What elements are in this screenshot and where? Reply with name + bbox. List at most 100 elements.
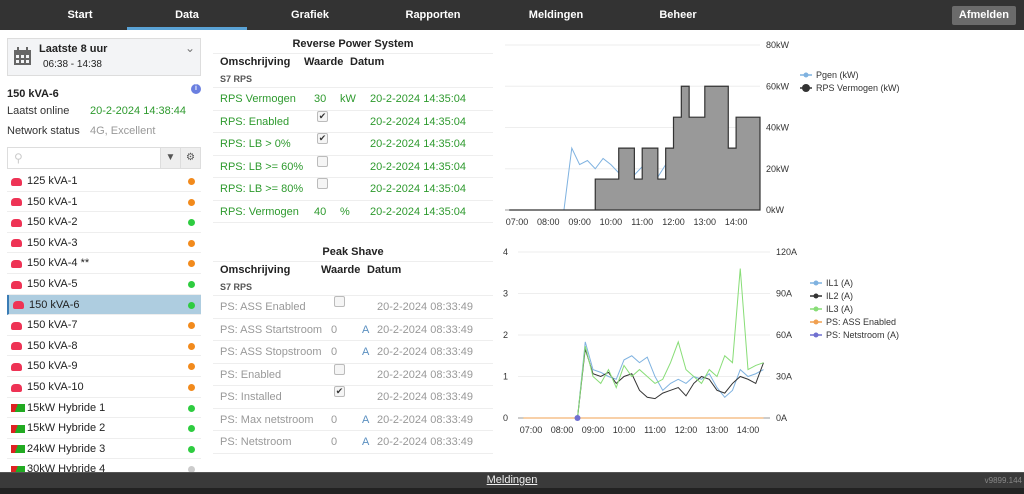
- tab-rapporten[interactable]: Rapporten: [405, 9, 461, 21]
- device-list-item[interactable]: 150 kVA-2: [7, 212, 201, 233]
- row-value: 0: [331, 436, 338, 448]
- chevron-down-icon[interactable]: ⌄: [184, 41, 195, 55]
- row-checkbox[interactable]: ✔: [334, 386, 345, 397]
- row-unit: kW: [340, 93, 356, 105]
- row-checkbox[interactable]: [334, 363, 345, 375]
- table-row: PS: ASS Enabled 20-2-2024 08:33:49: [213, 296, 493, 319]
- row-checkbox[interactable]: [317, 178, 328, 189]
- status-dot: [188, 178, 195, 185]
- gear-icon[interactable]: ⚙: [180, 148, 200, 168]
- device-list-item[interactable]: 150 kVA-8: [7, 336, 201, 357]
- legend-marker: [813, 293, 819, 299]
- device-label: 150 kVA-8: [27, 339, 78, 352]
- device-list-item[interactable]: 15kW Hybride 1: [7, 398, 201, 419]
- y-tick-right: 0kW: [766, 205, 785, 215]
- period-range: 06:38 - 14:38: [43, 59, 102, 70]
- col-waarde: Waarde: [304, 56, 344, 68]
- x-tick: 14:00: [725, 217, 748, 227]
- table-row: PS: ASS Stopstroom 0 A 20-2-2024 08:33:49: [213, 341, 493, 364]
- device-label: 150 kVA-4 **: [27, 257, 90, 270]
- row-checkbox[interactable]: [334, 296, 345, 307]
- row-checkbox[interactable]: [317, 155, 328, 167]
- info-icon[interactable]: i: [191, 84, 201, 94]
- status-dot: [188, 239, 195, 247]
- group-label: S7 RPS: [213, 279, 493, 296]
- row-date: 20-2-2024 14:35:04: [370, 115, 467, 128]
- row-value: 0: [331, 323, 338, 336]
- device-label: 150 kVA-6: [29, 298, 80, 311]
- tab-data[interactable]: Data: [127, 0, 247, 30]
- tab-grafiek[interactable]: Grafiek: [291, 9, 329, 21]
- search-icon: ⚲: [14, 151, 23, 165]
- generator-icon: [11, 336, 23, 357]
- tab-meldingen[interactable]: Meldingen: [528, 9, 584, 21]
- y-tick-left: 0: [503, 413, 508, 423]
- legend-marker: [813, 280, 819, 286]
- device-list-item[interactable]: 15kW Hybride 2: [7, 418, 201, 439]
- x-tick: 07:00: [506, 217, 529, 227]
- device-list-item[interactable]: 125 kVA-1: [7, 171, 201, 192]
- tab-start[interactable]: Start: [67, 9, 93, 21]
- current-chart: 0A 0 30A 1 60A 2 90A 3 120A 4 07:00 08:00 09:00 10:00…: [503, 247, 899, 435]
- col-omschrijving: Omschrijving: [220, 264, 291, 276]
- row-checkbox[interactable]: ✔: [317, 133, 328, 144]
- status-dot: [188, 466, 195, 472]
- x-tick: 10:00: [613, 425, 636, 435]
- device-search-input[interactable]: ⚲ ▼ ⚙: [7, 147, 201, 169]
- table-row: PS: Netstroom 0 A 20-2-2024 08:33:49: [213, 431, 493, 454]
- period-selector[interactable]: Laatste 8 uur 06:38 - 14:38 ⌄: [7, 38, 201, 76]
- generator-icon: [11, 315, 23, 336]
- device-label: 150 kVA-10: [27, 380, 84, 393]
- y-tick-right: 60A: [776, 330, 792, 340]
- row-description: PS: ASS Enabled: [220, 301, 306, 313]
- table-header: Omschrijving Waarde Datum: [213, 262, 493, 279]
- row-description: PS: Installed: [220, 391, 282, 403]
- row-description: PS: ASS Startstroom: [220, 323, 323, 336]
- device-list-item[interactable]: 150 kVA-9: [7, 356, 201, 377]
- legend-label: RPS Vermogen (kW): [816, 83, 900, 93]
- device-list-item[interactable]: 24kW Hybride 3: [7, 439, 201, 460]
- row-description: RPS: LB >= 80%: [220, 183, 304, 195]
- row-date: 20-2-2024 08:33:49: [377, 368, 474, 381]
- y-tick-left: 4: [503, 247, 508, 257]
- filter-icon[interactable]: ▼: [160, 148, 180, 168]
- device-list-item[interactable]: 150 kVA-3: [7, 233, 201, 254]
- row-description: PS: ASS Stopstroom: [220, 346, 322, 358]
- peak-shave-table: Peak Shave Omschrijving Waarde Datum S7 RP…: [213, 246, 493, 454]
- status-dot: [188, 425, 195, 433]
- table-row: RPS: LB > 0% ✔ 20-2-2024 14:35:04: [213, 133, 493, 156]
- x-tick: 13:00: [694, 217, 717, 227]
- generator-icon: [11, 274, 23, 295]
- version-label: v9899.144: [984, 476, 1022, 485]
- row-checkbox[interactable]: ✔: [317, 110, 328, 122]
- device-list-item[interactable]: 30kW Hybride 4: [7, 459, 201, 472]
- device-list-item[interactable]: 150 kVA-10: [7, 377, 201, 398]
- device-list-item[interactable]: 150 kVA-1: [7, 192, 201, 213]
- legend-label: IL3 (A): [826, 304, 853, 314]
- device-name: 150 kVA-6: [7, 88, 59, 100]
- meldingen-link[interactable]: Meldingen: [486, 474, 538, 486]
- x-tick: 10:00: [600, 217, 623, 227]
- table-title: Reverse Power System: [213, 38, 493, 54]
- row-description: PS: Enabled: [220, 368, 282, 381]
- tab-beheer[interactable]: Beheer: [659, 9, 697, 21]
- x-tick: 14:00: [737, 425, 760, 435]
- status-dot: [188, 198, 195, 206]
- generator-icon: [11, 192, 23, 213]
- device-list-item[interactable]: 150 kVA-6: [7, 294, 201, 316]
- device-list-item[interactable]: 150 kVA-4 **: [7, 253, 201, 274]
- generator-icon: [11, 171, 23, 192]
- device-list-item[interactable]: 150 kVA-5: [7, 274, 201, 295]
- device-label: 150 kVA-3: [27, 236, 78, 249]
- device-list-item[interactable]: 150 kVA-7: [7, 315, 201, 336]
- row-date: 20-2-2024 08:33:49: [377, 391, 474, 403]
- table-title: Peak Shave: [213, 246, 493, 262]
- logout-button[interactable]: Afmelden: [951, 6, 1016, 25]
- device-label: 15kW Hybride 2: [27, 422, 106, 435]
- row-description: RPS: LB >= 60%: [220, 160, 304, 173]
- status-dot: [188, 404, 195, 412]
- generator-icon: [11, 253, 23, 274]
- legend-marker: [813, 306, 819, 312]
- row-date: 20-2-2024 14:35:04: [370, 205, 467, 218]
- status-dot: [188, 301, 195, 309]
